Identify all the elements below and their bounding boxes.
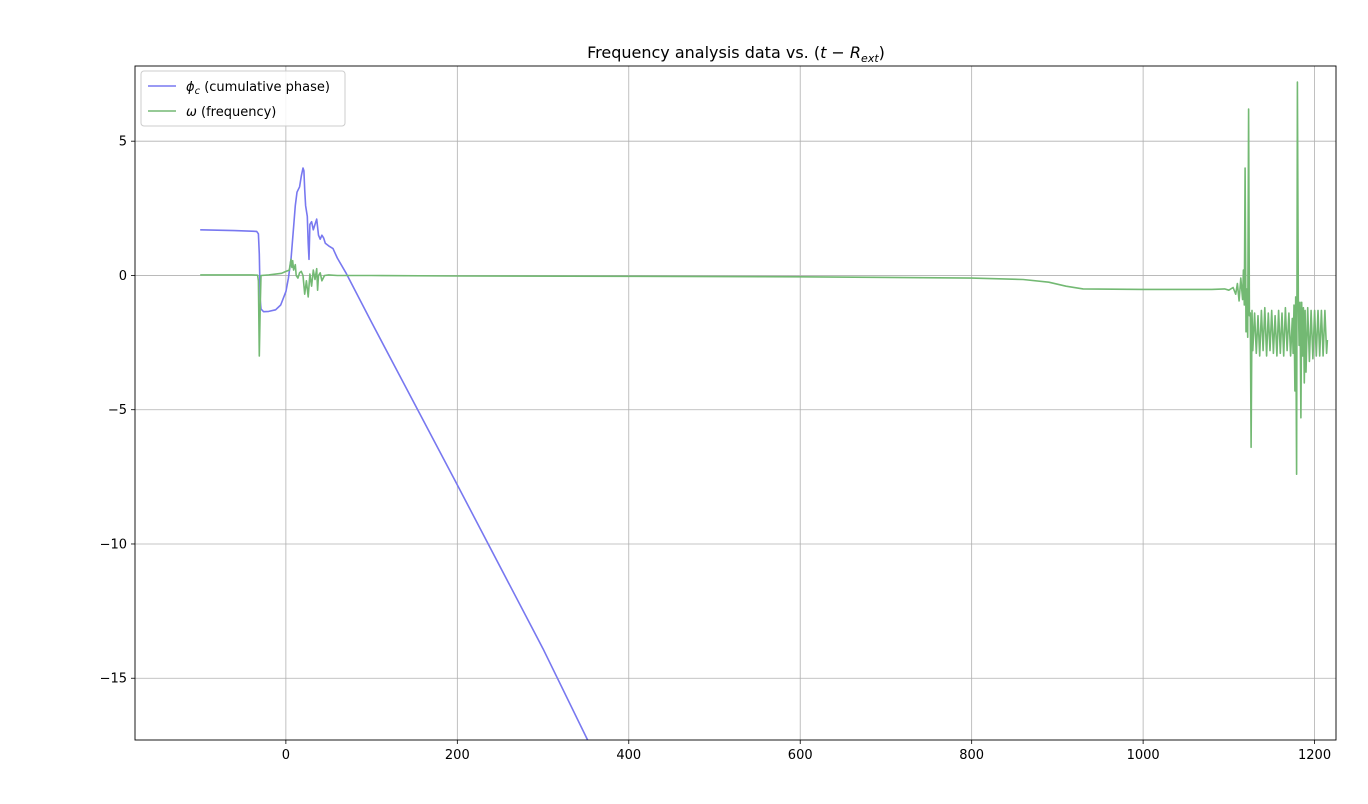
axes-frame bbox=[134, 65, 1337, 741]
ticks: 0 200 400 600 800 1000 1200 5 0 −5 −10 −15 bbox=[100, 135, 1332, 763]
chart-title: Frequency analysis data vs. (t − Rext) bbox=[587, 43, 885, 65]
y-tick-label: 5 bbox=[119, 135, 127, 150]
y-tick-label: −10 bbox=[100, 537, 127, 552]
x-tick-label: 200 bbox=[445, 748, 470, 763]
x-tick-label: 0 bbox=[282, 748, 290, 763]
x-tick-label: 1000 bbox=[1127, 748, 1160, 763]
legend-label-cumulative-phase: ϕc (cumulative phase) bbox=[186, 80, 330, 97]
x-tick-label: 400 bbox=[616, 748, 641, 763]
y-tick-label: −15 bbox=[100, 672, 127, 687]
y-tick-label: 0 bbox=[119, 269, 127, 284]
series-line-cumulative-phase bbox=[200, 167, 589, 740]
legend-label-frequency: ω (frequency) bbox=[186, 105, 276, 120]
y-tick-label: −5 bbox=[108, 403, 127, 418]
axes bbox=[134, 65, 1337, 741]
legend-frame bbox=[140, 70, 346, 127]
x-tick-label: 1200 bbox=[1298, 748, 1331, 763]
series-layer bbox=[200, 81, 1329, 740]
series-line-frequency bbox=[200, 81, 1329, 475]
x-tick-label: 800 bbox=[959, 748, 984, 763]
legend: ϕc (cumulative phase) ω (frequency) bbox=[140, 70, 346, 127]
x-tick-label: 600 bbox=[788, 748, 813, 763]
